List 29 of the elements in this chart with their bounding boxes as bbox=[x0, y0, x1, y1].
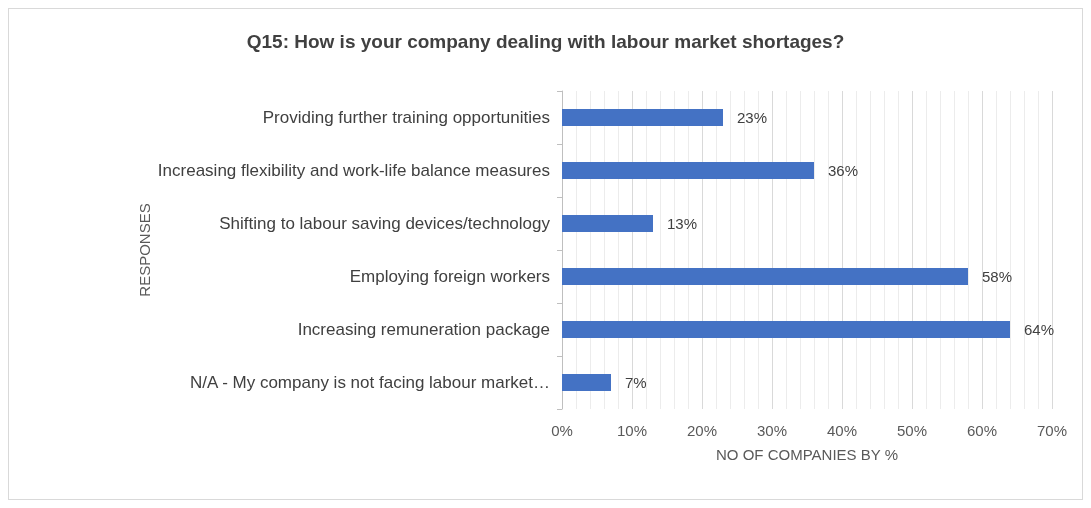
y-tick-label: Increasing remuneration package bbox=[297, 320, 550, 339]
bar bbox=[562, 268, 968, 285]
bar bbox=[562, 109, 723, 126]
data-label: 23% bbox=[737, 109, 768, 126]
bar bbox=[562, 162, 814, 179]
y-tick-label: Increasing flexibility and work-life balance measures bbox=[157, 161, 550, 180]
y-tick-label: Employing foreign workers bbox=[349, 267, 550, 286]
bar bbox=[562, 321, 1010, 338]
data-label: 36% bbox=[828, 162, 859, 179]
x-tick-label: 70% bbox=[1036, 422, 1068, 439]
y-tick-label: Shifting to labour saving devices/technology bbox=[219, 214, 551, 233]
y-tick-label: Providing further training opportunities bbox=[262, 108, 550, 127]
x-tick-label: 60% bbox=[966, 422, 998, 439]
x-axis-title: NO OF COMPANIES BY % bbox=[716, 446, 898, 463]
data-label: 13% bbox=[667, 215, 698, 232]
x-tick-label: 10% bbox=[616, 422, 648, 439]
x-tick-label: 30% bbox=[756, 422, 788, 439]
x-tick-label: 20% bbox=[686, 422, 718, 439]
y-axis-title: RESPONSES bbox=[136, 203, 153, 297]
x-tick-label: 40% bbox=[826, 422, 858, 439]
chart-title: Q15: How is your company dealing with labour market shortages? bbox=[246, 31, 845, 52]
x-tick-label: 50% bbox=[896, 422, 928, 439]
x-tick-label: 0% bbox=[551, 422, 573, 439]
data-label: 64% bbox=[1024, 321, 1055, 338]
bar bbox=[562, 215, 653, 232]
y-tick-label: N/A - My company is not facing labour market… bbox=[190, 373, 550, 392]
data-label: 7% bbox=[625, 374, 647, 391]
data-label: 58% bbox=[982, 268, 1013, 285]
bar bbox=[562, 374, 611, 391]
